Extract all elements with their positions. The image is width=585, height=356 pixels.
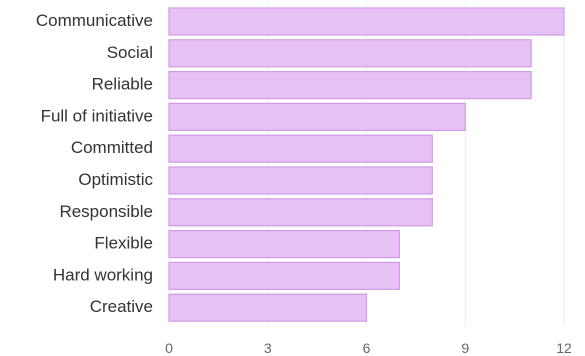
x-tick-label: 0 <box>165 340 173 356</box>
category-label: Hard working <box>53 265 153 284</box>
category-label: Responsible <box>59 202 153 221</box>
x-tick-label: 3 <box>264 340 272 356</box>
category-label: Creative <box>90 297 153 316</box>
category-labels: Communicative Social Reliable Full of initi… <box>36 11 154 316</box>
bar-responsible <box>168 198 433 227</box>
category-label: Communicative <box>36 11 153 30</box>
bars <box>168 7 565 322</box>
x-tick-label: 12 <box>556 340 572 356</box>
x-tick-label: 6 <box>363 340 371 356</box>
bar-reliable <box>168 70 532 100</box>
bar-optimistic <box>168 166 433 195</box>
bar-communicative <box>168 7 565 36</box>
category-label: Optimistic <box>78 170 153 189</box>
bar-creative <box>168 293 368 322</box>
bar-flexible <box>168 230 401 259</box>
category-label: Social <box>107 43 153 62</box>
bar-hard-working <box>168 261 401 290</box>
bar-social <box>168 39 532 68</box>
category-label: Flexible <box>94 234 153 253</box>
category-label: Reliable <box>92 75 153 94</box>
bar-full-of-initiative <box>168 102 466 132</box>
x-axis-tick-labels: 0 3 6 9 12 <box>165 340 572 356</box>
category-label: Committed <box>71 138 153 157</box>
x-tick-label: 9 <box>461 340 469 356</box>
bar-committed <box>168 134 433 163</box>
category-label: Full of initiative <box>41 106 153 125</box>
